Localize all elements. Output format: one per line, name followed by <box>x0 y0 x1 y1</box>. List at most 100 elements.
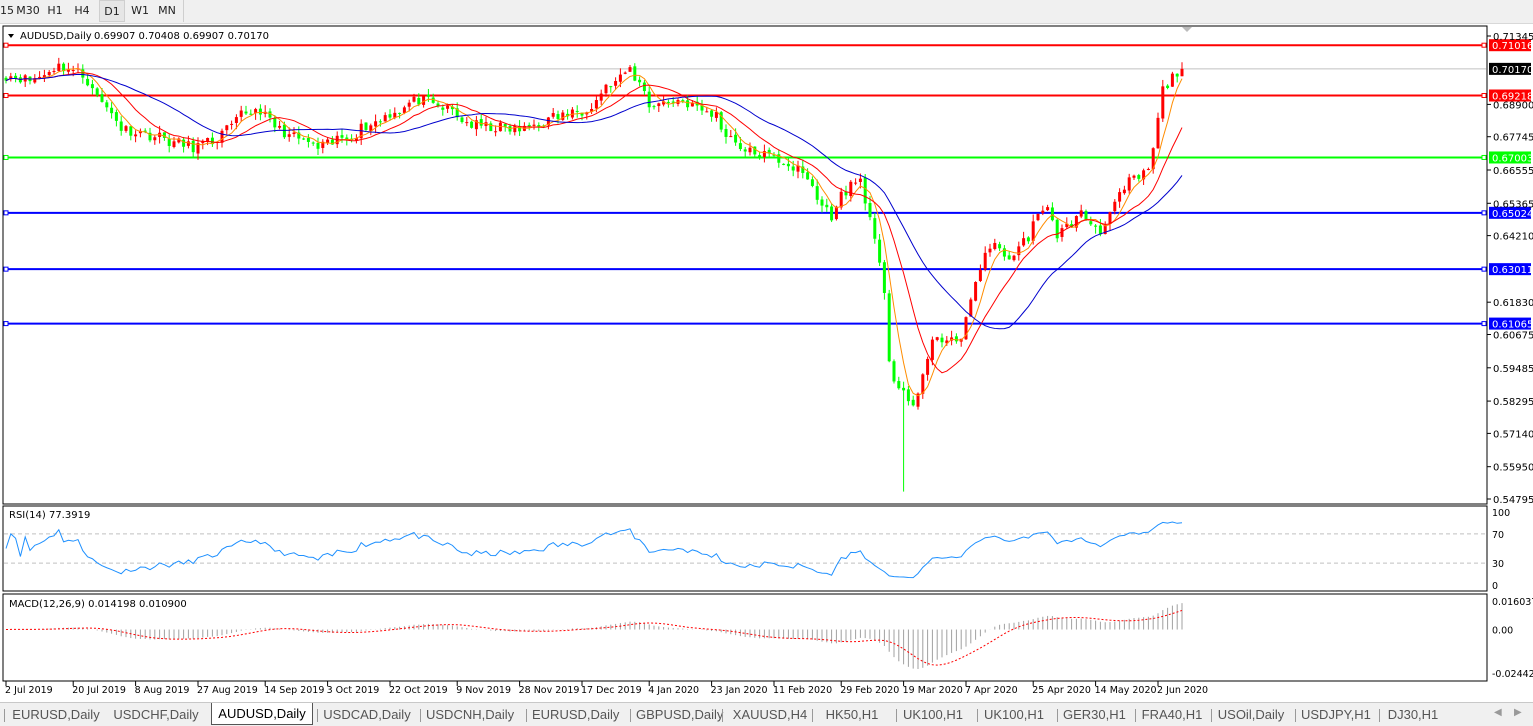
macd-tick-label: 0.00 <box>1492 626 1513 637</box>
candle-body <box>652 106 656 108</box>
tab-eurusd-daily[interactable]: EURUSD,Daily <box>12 707 100 722</box>
candle-body <box>1065 223 1069 228</box>
candle-body <box>153 137 157 141</box>
chart-tabs: EURUSD,Daily USDCHF,Daily AUDUSD,Daily USDC… <box>0 702 1533 726</box>
candle-body <box>1084 211 1088 220</box>
timeframe-w1[interactable]: W1 <box>131 4 149 17</box>
timeframe-h1[interactable]: H1 <box>47 4 63 17</box>
candle-body <box>753 146 757 155</box>
price-chart[interactable]: 0.71016 0.69218 0.67003 0.65024 0.63011 0.610… <box>0 0 1533 702</box>
candle-body <box>417 98 421 105</box>
tab-separator <box>317 709 318 722</box>
date-tick-label: 14 Sep 2019 <box>264 685 324 696</box>
date-tick-label: 22 Oct 2019 <box>389 685 448 696</box>
candle-body <box>902 387 906 391</box>
tab-xauusd-h4[interactable]: XAUUSD,H4 <box>732 707 808 722</box>
candle-body <box>1127 177 1131 191</box>
timeframe-toolbar: 15 M30 H1 H4 D1 W1 MN <box>0 0 1533 24</box>
candle-body <box>470 121 474 128</box>
level-price-tag <box>1489 39 1531 52</box>
candle-body <box>969 299 973 317</box>
rsi-label: RSI(14) 77.3919 <box>9 510 90 521</box>
candle-body <box>345 137 349 140</box>
candle-body <box>9 76 13 80</box>
candle-body <box>1022 238 1026 246</box>
scroll-right-icon[interactable]: ▶ <box>1514 707 1522 718</box>
candle-body <box>239 110 243 117</box>
price-tick-label: 0.59485 <box>1493 364 1533 375</box>
candle-body <box>978 270 982 281</box>
tab-usoil-daily[interactable]: USOil,Daily <box>1217 707 1285 722</box>
candle-body <box>167 139 171 146</box>
candle-body <box>556 114 560 119</box>
candle-body <box>52 70 56 72</box>
chart-shift-marker[interactable] <box>1182 27 1192 32</box>
tab-gbpusd-daily[interactable]: GBPUSD,Daily <box>636 707 724 722</box>
candle-body <box>1060 228 1064 237</box>
level-price-label: 0.61065 <box>1492 320 1533 331</box>
candle-body <box>1036 213 1040 221</box>
candle-body <box>988 248 992 253</box>
tab-eurusd-daily[interactable]: EURUSD,Daily <box>532 707 620 722</box>
candle-body <box>426 94 430 97</box>
scroll-left-icon[interactable]: ◀ <box>1494 707 1502 718</box>
price-tick-label: 0.57140 <box>1493 429 1533 440</box>
candle-body <box>748 147 752 153</box>
tab-fra40-h1[interactable]: FRA40,H1 <box>1141 707 1203 722</box>
macd-tick-label: -0.024426 <box>1492 669 1533 680</box>
rsi-tick-label: 100 <box>1492 508 1510 519</box>
candle-body <box>292 132 296 135</box>
candle-body <box>225 125 229 131</box>
candle-body <box>114 112 118 121</box>
collapse-triangle-icon[interactable] <box>8 34 14 38</box>
candle-body <box>594 100 598 109</box>
candle-body <box>81 69 85 78</box>
timeframe-d1[interactable]: D1 <box>99 0 125 22</box>
candle-body <box>1094 225 1098 227</box>
tab-dj30-h1[interactable]: DJ30,H1 <box>1387 707 1439 722</box>
tab-usdcnh-daily[interactable]: USDCNH,Daily <box>426 707 515 722</box>
candle-body <box>873 218 877 239</box>
candle-body <box>489 123 493 132</box>
candle-body <box>234 117 238 123</box>
tab-usdjpy-h1[interactable]: USDJPY,H1 <box>1301 707 1371 722</box>
tab-hk50-h1[interactable]: HK50,H1 <box>825 707 879 722</box>
candle-body <box>393 112 397 118</box>
candle-body <box>86 78 90 86</box>
candle-body <box>4 77 8 81</box>
candle-body <box>412 96 416 102</box>
candle-body <box>42 75 46 79</box>
candle-body <box>839 191 843 208</box>
candle-body <box>422 95 426 105</box>
timeframe-mn[interactable]: MN <box>158 4 176 17</box>
timeframe-m15[interactable]: 15 <box>0 4 14 17</box>
candle-body <box>854 182 858 184</box>
candle-body <box>806 172 810 180</box>
candle-body <box>724 128 728 137</box>
candle-body <box>580 112 584 116</box>
level-handle <box>3 42 9 48</box>
candle-body <box>738 143 742 150</box>
candle-body <box>623 72 627 74</box>
tab-usdcad-daily[interactable]: USDCAD,Daily <box>323 707 411 722</box>
candle-body <box>321 141 325 148</box>
candle-body <box>191 140 195 153</box>
tab-usdchf-daily[interactable]: USDCHF,Daily <box>113 707 199 722</box>
current-price-tag <box>1489 62 1531 75</box>
tab-audusd-daily[interactable]: AUDUSD,Daily <box>211 703 313 725</box>
timeframe-h4[interactable]: H4 <box>74 4 90 17</box>
tab-uk100-h1[interactable]: UK100,H1 <box>903 707 963 722</box>
candle-body <box>503 123 507 127</box>
tab-uk100-h1[interactable]: UK100,H1 <box>984 707 1044 722</box>
level-handle <box>3 210 9 216</box>
candle-body <box>1079 210 1083 217</box>
tab-separator <box>526 709 527 722</box>
candle-body <box>734 134 738 143</box>
level-handle <box>1481 154 1487 160</box>
tab-ger30-h1[interactable]: GER30,H1 <box>1063 707 1126 722</box>
candle-body <box>762 151 766 157</box>
candle-body <box>278 125 282 128</box>
timeframe-m30[interactable]: M30 <box>16 4 40 17</box>
tab-separator <box>812 709 813 722</box>
toolbar-divider <box>183 0 184 22</box>
